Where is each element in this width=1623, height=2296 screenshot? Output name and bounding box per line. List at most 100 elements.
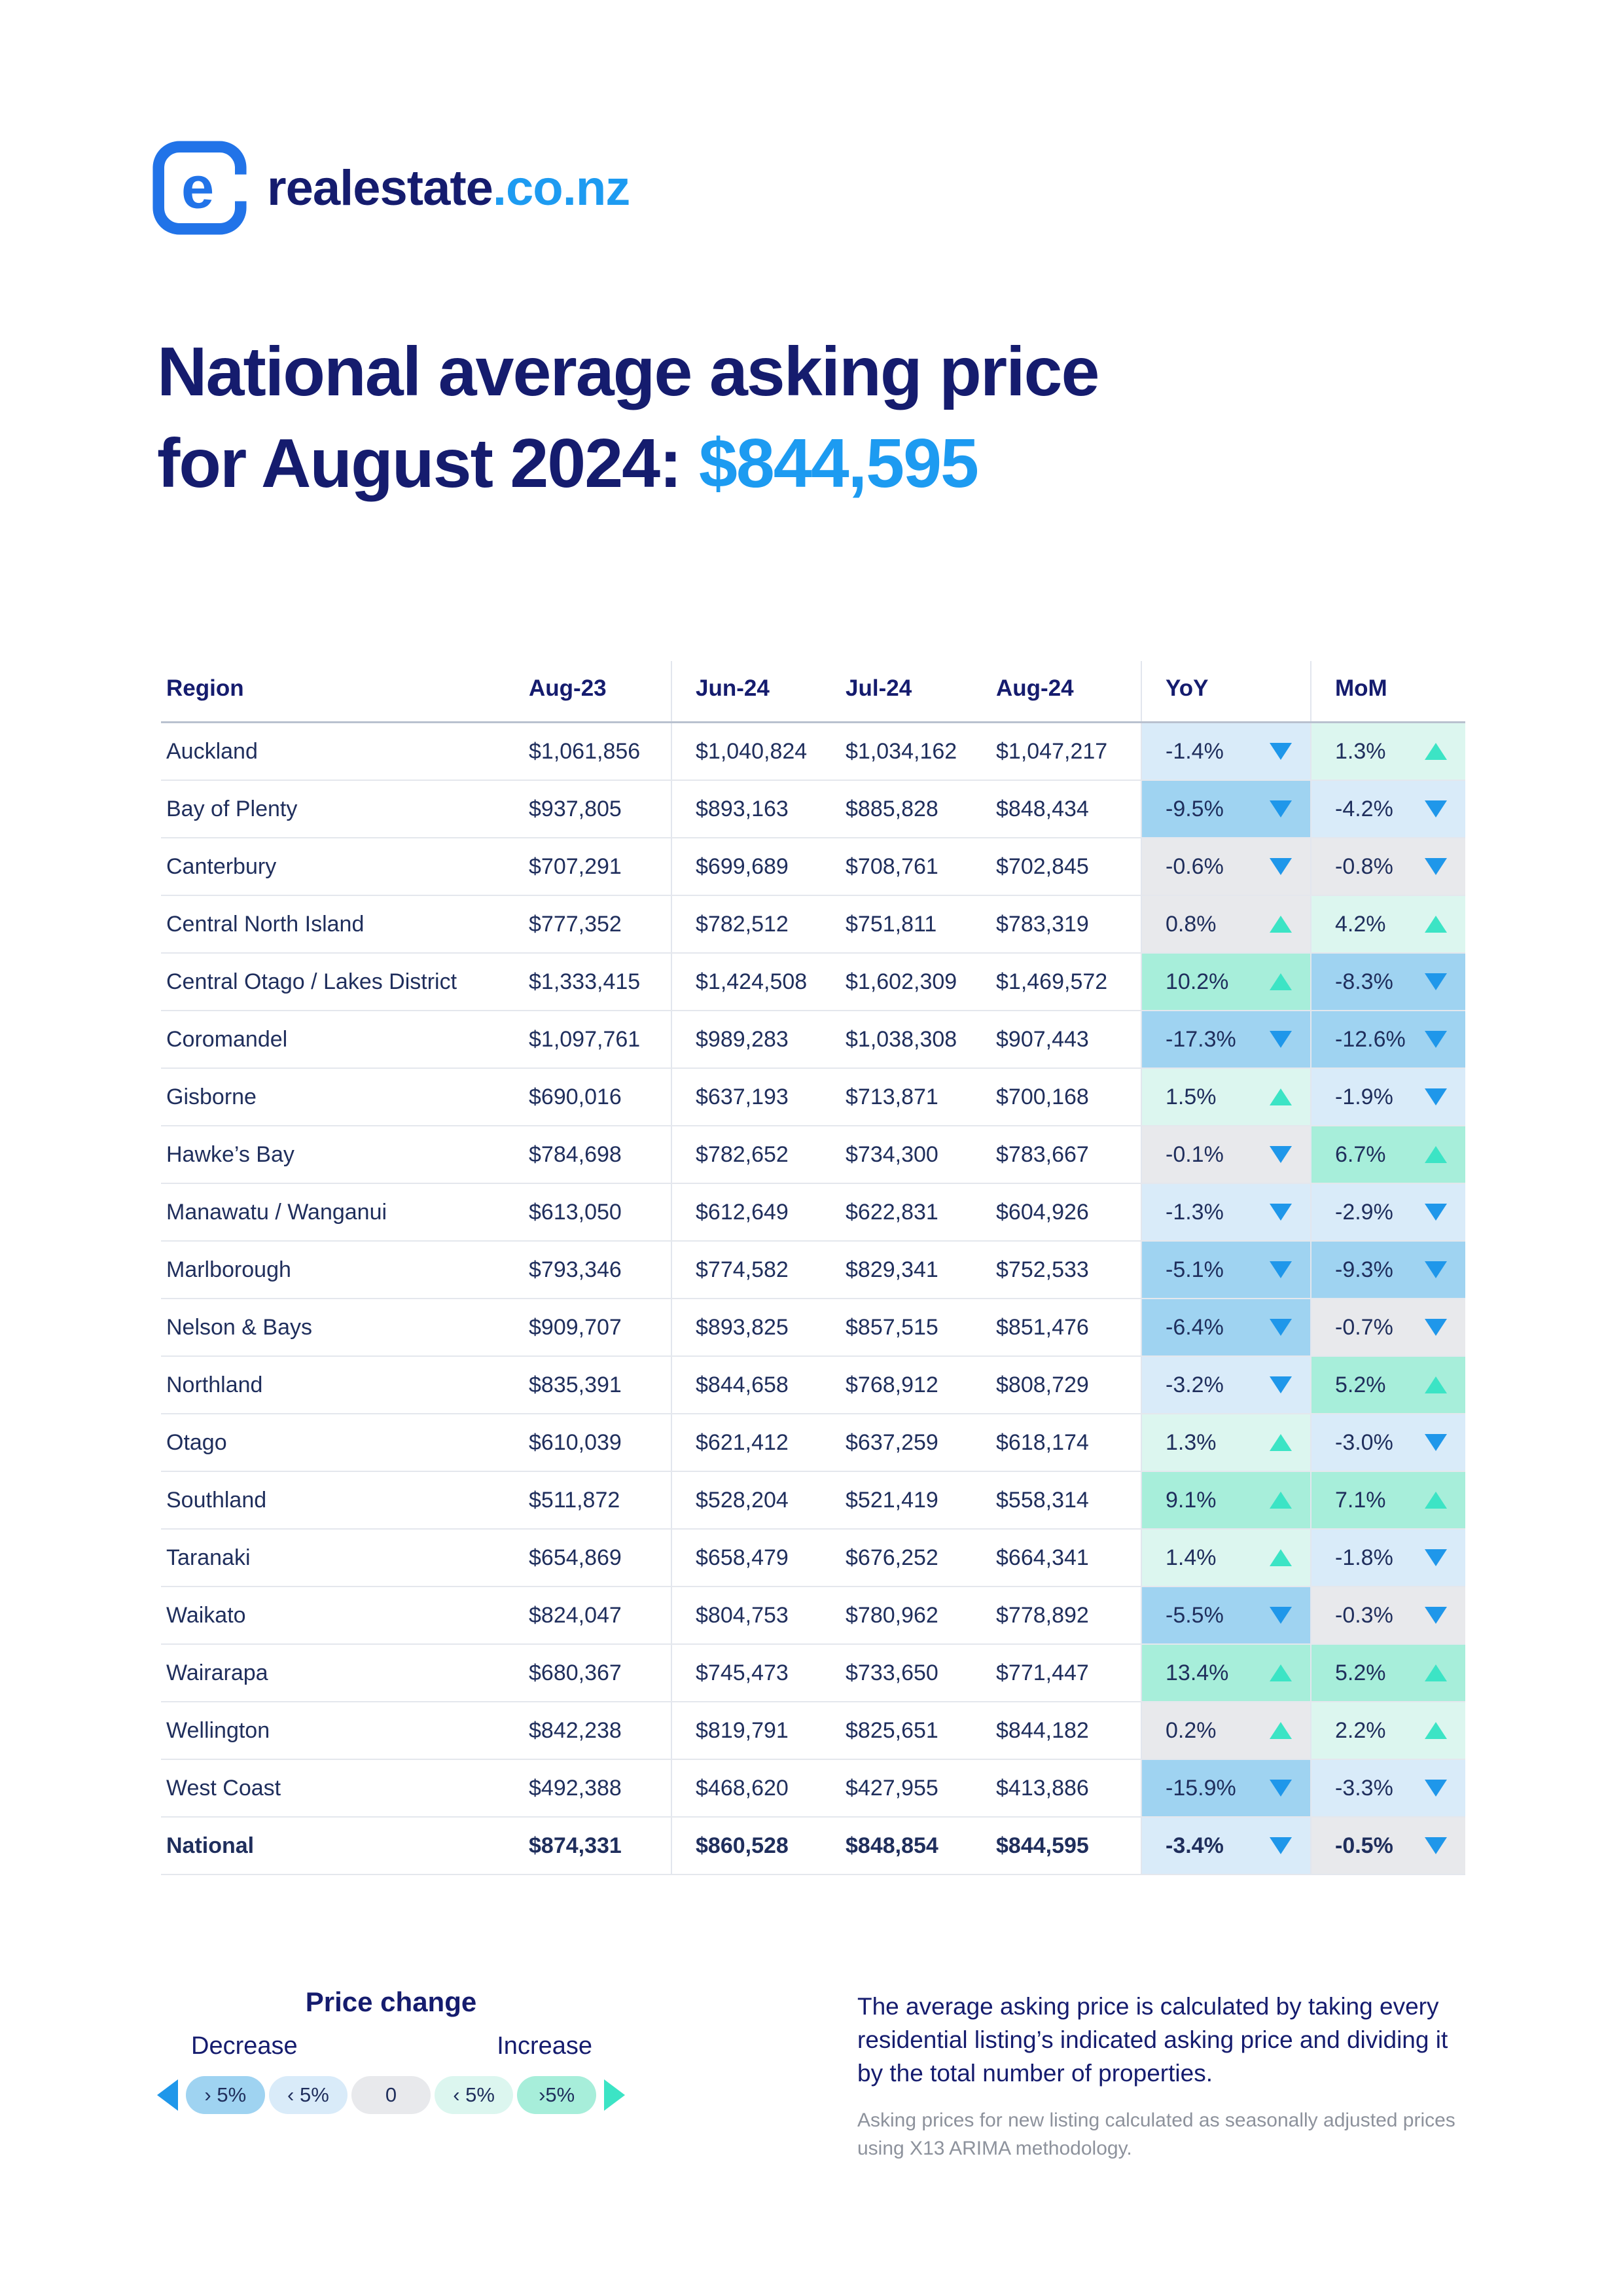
- down-triangle-icon: [1270, 1607, 1292, 1624]
- aug23-cell: $824,047: [524, 1587, 671, 1645]
- change-value: 0.8%: [1166, 912, 1217, 937]
- aug23-cell: $613,050: [524, 1183, 671, 1242]
- jul24-cell: $622,831: [840, 1183, 991, 1242]
- mom-cell: 5.2%: [1310, 1356, 1465, 1414]
- aug23-cell: $835,391: [524, 1356, 671, 1414]
- column-header-mom: MoM: [1310, 661, 1465, 723]
- region-cell: Canterbury: [161, 838, 524, 896]
- down-triangle-icon: [1425, 1837, 1447, 1854]
- aug23-cell: $680,367: [524, 1644, 671, 1702]
- change-cell-content: -1.8%: [1312, 1530, 1465, 1585]
- jul24-cell: $1,034,162: [840, 722, 991, 781]
- brand-wordmark: realestate.co.nz: [267, 160, 630, 217]
- yoy-cell: -15.9%: [1141, 1759, 1311, 1818]
- jun24-cell: $1,424,508: [671, 953, 840, 1011]
- aug23-cell: $1,061,856: [524, 722, 671, 781]
- change-cell-content: -17.3%: [1143, 1011, 1310, 1067]
- change-cell-content: 7.1%: [1312, 1472, 1465, 1528]
- yoy-cell: 10.2%: [1141, 953, 1311, 1011]
- region-cell: Otago: [161, 1414, 524, 1472]
- change-cell-content: 1.3%: [1312, 723, 1465, 779]
- change-cell-content: -9.5%: [1143, 781, 1310, 836]
- table-row: Central North Island $777,352 $782,512 $751…: [161, 895, 1465, 954]
- mom-cell: -12.6%: [1310, 1011, 1465, 1069]
- region-cell: Wellington: [161, 1702, 524, 1760]
- change-value: -3.2%: [1166, 1372, 1224, 1397]
- yoy-cell: 1.5%: [1141, 1068, 1311, 1126]
- mom-cell: -1.8%: [1310, 1529, 1465, 1587]
- change-value: -1.4%: [1166, 739, 1224, 764]
- mom-cell: -2.9%: [1310, 1183, 1465, 1242]
- aug23-cell: $511,872: [524, 1471, 671, 1530]
- change-value: 9.1%: [1166, 1488, 1217, 1513]
- yoy-cell: -6.4%: [1141, 1299, 1311, 1357]
- aug24-cell: $808,729: [991, 1356, 1141, 1414]
- change-cell-content: -12.6%: [1312, 1011, 1465, 1067]
- aug24-cell: $1,047,217: [991, 722, 1141, 781]
- yoy-cell: 0.2%: [1141, 1702, 1311, 1760]
- table-row: Marlborough $793,346 $774,582 $829,341 $752,…: [161, 1241, 1465, 1299]
- up-triangle-icon: [1425, 1664, 1447, 1681]
- change-cell-content: 6.7%: [1312, 1126, 1465, 1182]
- mom-cell: 4.2%: [1310, 895, 1465, 954]
- change-cell-content: -2.9%: [1312, 1184, 1465, 1240]
- column-header-yoy: YoY: [1141, 661, 1311, 723]
- up-triangle-icon: [1425, 743, 1447, 760]
- yoy-cell: -9.5%: [1141, 780, 1311, 838]
- change-value: -4.2%: [1335, 797, 1393, 821]
- aug23-cell: $610,039: [524, 1414, 671, 1472]
- yoy-cell: 1.4%: [1141, 1529, 1311, 1587]
- methodology-main-text: The average asking price is calculated b…: [857, 1993, 1448, 2087]
- yoy-cell: -1.3%: [1141, 1183, 1311, 1242]
- up-triangle-icon: [1270, 1492, 1292, 1509]
- region-cell: Coromandel: [161, 1011, 524, 1069]
- mom-cell: -8.3%: [1310, 953, 1465, 1011]
- down-triangle-icon: [1270, 1780, 1292, 1797]
- down-triangle-icon: [1270, 743, 1292, 760]
- yoy-cell: 1.3%: [1141, 1414, 1311, 1472]
- yoy-cell: -5.5%: [1141, 1587, 1311, 1645]
- change-value: 1.3%: [1166, 1430, 1217, 1455]
- change-cell-content: -0.3%: [1312, 1587, 1465, 1643]
- region-cell: National: [161, 1817, 524, 1875]
- jul24-cell: $848,854: [840, 1817, 991, 1875]
- change-value: 1.3%: [1335, 739, 1386, 764]
- down-triangle-icon: [1425, 800, 1447, 817]
- aug24-cell: $771,447: [991, 1644, 1141, 1702]
- region-cell: Gisborne: [161, 1068, 524, 1126]
- down-triangle-icon: [1270, 1837, 1292, 1854]
- table-row: Gisborne $690,016 $637,193 $713,871 $700,168…: [161, 1068, 1465, 1126]
- jun24-cell: $989,283: [671, 1011, 840, 1069]
- change-value: -1.3%: [1166, 1200, 1224, 1225]
- up-triangle-icon: [1270, 1088, 1292, 1105]
- mom-cell: -3.3%: [1310, 1759, 1465, 1818]
- jul24-cell: $676,252: [840, 1529, 991, 1587]
- jul24-cell: $708,761: [840, 838, 991, 896]
- up-triangle-icon: [1425, 1146, 1447, 1163]
- mom-cell: 1.3%: [1310, 722, 1465, 781]
- region-cell: Bay of Plenty: [161, 780, 524, 838]
- yoy-cell: -0.1%: [1141, 1126, 1311, 1184]
- realestate-logo-icon: e: [152, 140, 247, 236]
- down-triangle-icon: [1270, 1031, 1292, 1048]
- jun24-cell: $804,753: [671, 1587, 840, 1645]
- table-row: Otago $610,039 $621,412 $637,259 $618,174 1.3…: [161, 1414, 1465, 1472]
- jun24-cell: $819,791: [671, 1702, 840, 1760]
- change-value: -0.5%: [1335, 1833, 1393, 1858]
- jun24-cell: $893,825: [671, 1299, 840, 1357]
- aug24-cell: $618,174: [991, 1414, 1141, 1472]
- jun24-cell: $782,512: [671, 895, 840, 954]
- change-value: -2.9%: [1335, 1200, 1393, 1225]
- jul24-cell: $751,811: [840, 895, 991, 954]
- jun24-cell: $699,689: [671, 838, 840, 896]
- change-value: 0.2%: [1166, 1718, 1217, 1743]
- methodology-sub-text: Asking prices for new listing calculated…: [857, 2109, 1455, 2159]
- column-header-jul24: Jul-24: [840, 661, 991, 723]
- mom-cell: -9.3%: [1310, 1241, 1465, 1299]
- yoy-cell: 13.4%: [1141, 1644, 1311, 1702]
- down-triangle-icon: [1425, 1261, 1447, 1278]
- table-row: Southland $511,872 $528,204 $521,419 $558,31…: [161, 1471, 1465, 1530]
- jun24-cell: $893,163: [671, 780, 840, 838]
- brand-name: realestate: [267, 160, 493, 216]
